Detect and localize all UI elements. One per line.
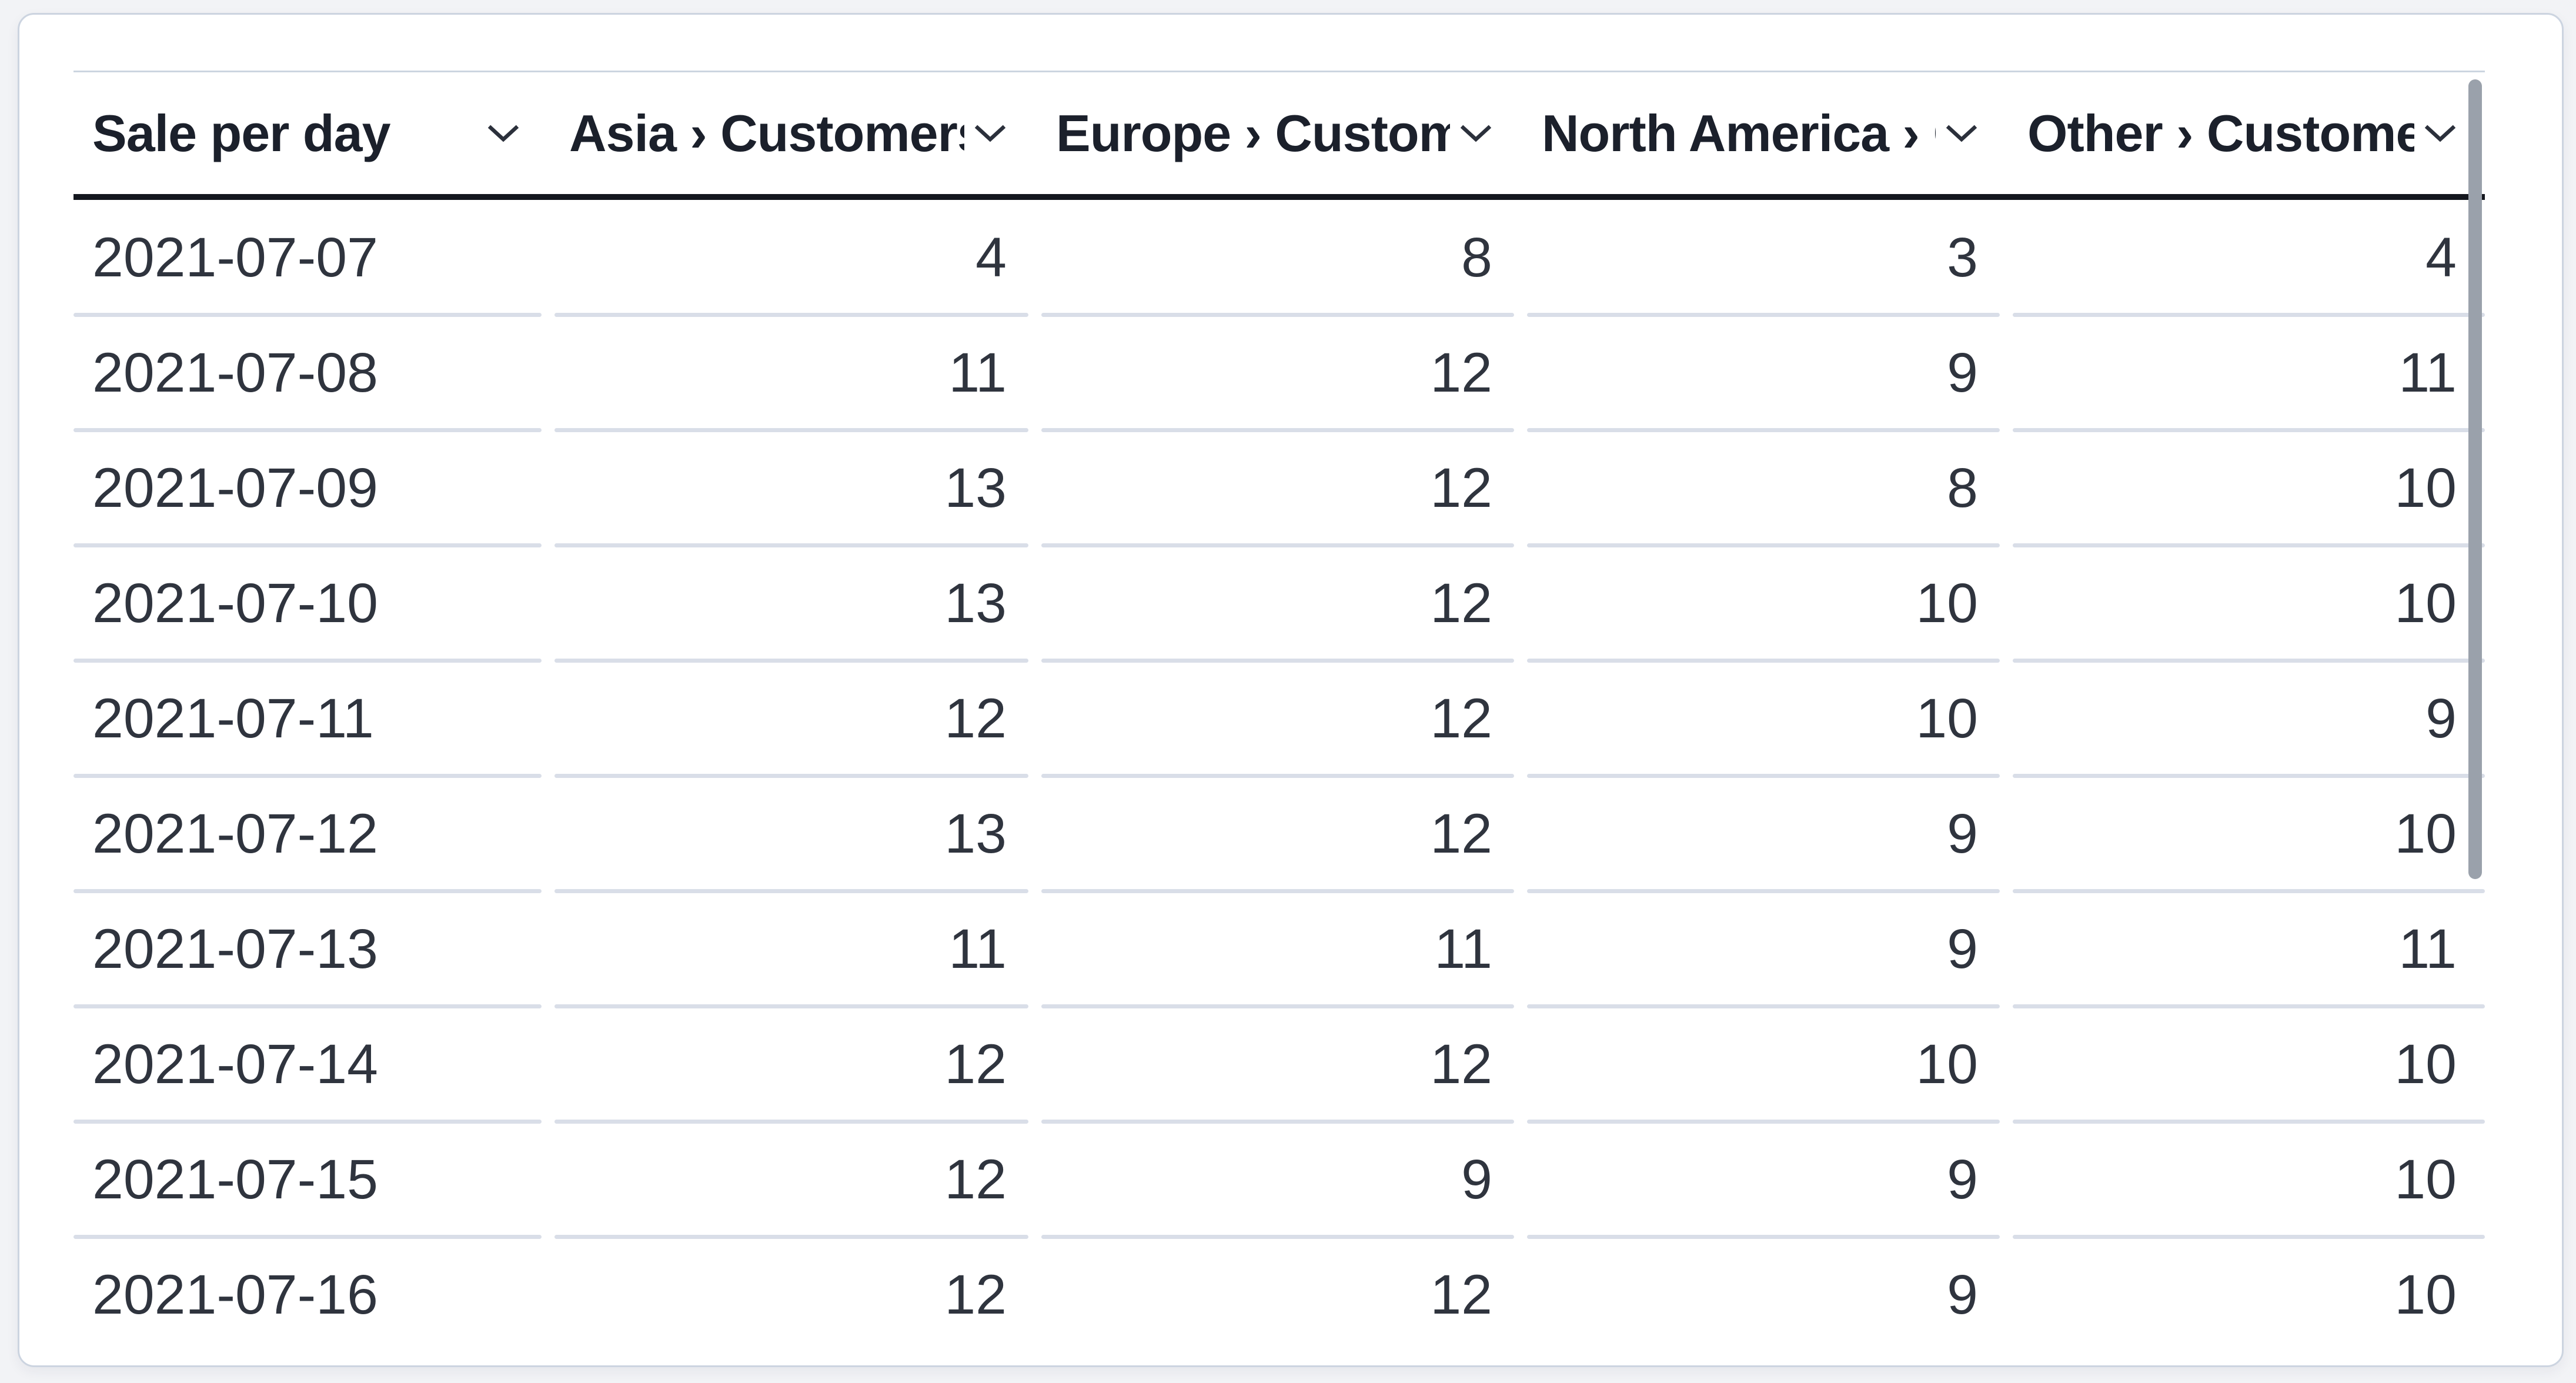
table-body: 2021-07-07 4 8 3 4 2021-07-08 11 12 9 11… — [73, 200, 2485, 1352]
chevron-down-icon[interactable] — [2424, 123, 2457, 143]
column-header-label: Asia › Customers — [569, 103, 964, 162]
chevron-down-icon[interactable] — [1945, 123, 1978, 143]
value-cell-asia: 11 — [548, 315, 1035, 432]
date-cell: 2021-07-15 — [73, 1122, 548, 1239]
value-cell-asia: 12 — [548, 1122, 1035, 1239]
table-header-row: Sale per day Asia › Customers Europe › C… — [73, 72, 2485, 200]
chevron-down-icon[interactable] — [1459, 123, 1492, 143]
value-cell-north-america: 10 — [1521, 1007, 2006, 1124]
table-row: 2021-07-13 11 11 9 11 — [73, 891, 2485, 1008]
date-cell: 2021-07-16 — [92, 1263, 378, 1326]
table-row: 2021-07-10 13 12 10 10 — [73, 546, 2485, 663]
value-cell-asia: 13 — [548, 430, 1035, 547]
date-cell: 2021-07-14 — [73, 1007, 548, 1124]
value-cell-other: 10 — [2006, 546, 2485, 663]
table-row: 2021-07-07 4 8 3 4 — [73, 200, 2485, 317]
value-cell-north-america: 9 — [1521, 1122, 2006, 1239]
value-cell-asia: 13 — [548, 546, 1035, 663]
value-cell-north-america: 9 — [1947, 1263, 1978, 1326]
table-row: 2021-07-09 13 12 8 10 — [73, 430, 2485, 547]
column-header-asia-customers[interactable]: Asia › Customers — [548, 72, 1035, 194]
column-header-label: Other › Customers — [2027, 103, 2414, 162]
column-header-north-america-customers[interactable]: North America › Customers — [1521, 72, 2006, 194]
column-header-europe-customers[interactable]: Europe › Customers — [1035, 72, 1521, 194]
column-header-label: Sale per day — [92, 103, 391, 162]
column-header-sale-per-day[interactable]: Sale per day — [73, 72, 548, 194]
value-cell-other: 10 — [2006, 1122, 2485, 1239]
value-cell-europe: 9 — [1035, 1122, 1521, 1239]
vertical-scrollbar-thumb[interactable] — [2468, 79, 2482, 879]
value-cell-north-america: 10 — [1521, 661, 2006, 778]
value-cell-other: 11 — [2006, 891, 2485, 1008]
table-card: Sale per day Asia › Customers Europe › C… — [18, 13, 2564, 1367]
value-cell-north-america: 8 — [1521, 430, 2006, 547]
column-header-label: Europe › Customers — [1056, 103, 1450, 162]
table-row: 2021-07-12 13 12 9 10 — [73, 776, 2485, 893]
table-row: 2021-07-08 11 12 9 11 — [73, 315, 2485, 432]
value-cell-other: 9 — [2006, 661, 2485, 778]
table-row: 2021-07-16 12 12 9 10 — [73, 1237, 2485, 1352]
date-cell: 2021-07-11 — [73, 661, 548, 778]
value-cell-north-america: 3 — [1521, 200, 2006, 317]
date-cell: 2021-07-12 — [73, 776, 548, 893]
date-cell: 2021-07-07 — [73, 200, 548, 317]
value-cell-europe: 12 — [1035, 1007, 1521, 1124]
value-cell-europe: 12 — [1035, 546, 1521, 663]
value-cell-north-america: 10 — [1521, 546, 2006, 663]
chevron-down-icon[interactable] — [487, 123, 520, 143]
date-cell: 2021-07-10 — [73, 546, 548, 663]
value-cell-north-america: 9 — [1521, 315, 2006, 432]
value-cell-north-america: 9 — [1521, 891, 2006, 1008]
value-cell-asia: 4 — [548, 200, 1035, 317]
value-cell-europe: 8 — [1035, 200, 1521, 317]
date-cell: 2021-07-13 — [73, 891, 548, 1008]
column-header-label: North America › Customers — [1542, 103, 1936, 162]
value-cell-other: 11 — [2006, 315, 2485, 432]
value-cell-other: 4 — [2006, 200, 2485, 317]
value-cell-europe: 12 — [1035, 661, 1521, 778]
column-header-other-customers[interactable]: Other › Customers — [2006, 72, 2485, 194]
value-cell-europe: 12 — [1035, 315, 1521, 432]
table-row: 2021-07-14 12 12 10 10 — [73, 1007, 2485, 1124]
date-cell: 2021-07-08 — [73, 315, 548, 432]
date-cell: 2021-07-09 — [73, 430, 548, 547]
value-cell-asia: 12 — [548, 661, 1035, 778]
value-cell-asia: 12 — [944, 1263, 1007, 1326]
table-row: 2021-07-15 12 9 9 10 — [73, 1122, 2485, 1239]
value-cell-other: 10 — [2006, 1007, 2485, 1124]
value-cell-europe: 12 — [1430, 1263, 1492, 1326]
value-cell-europe: 11 — [1035, 891, 1521, 1008]
sales-table: Sale per day Asia › Customers Europe › C… — [73, 71, 2485, 1352]
chevron-down-icon[interactable] — [974, 123, 1007, 143]
value-cell-north-america: 9 — [1521, 776, 2006, 893]
value-cell-other: 10 — [2394, 1263, 2457, 1326]
value-cell-other: 10 — [2006, 776, 2485, 893]
value-cell-asia: 12 — [548, 1007, 1035, 1124]
value-cell-asia: 13 — [548, 776, 1035, 893]
table-row: 2021-07-11 12 12 10 9 — [73, 661, 2485, 778]
value-cell-europe: 12 — [1035, 776, 1521, 893]
value-cell-asia: 11 — [548, 891, 1035, 1008]
value-cell-europe: 12 — [1035, 430, 1521, 547]
value-cell-other: 10 — [2006, 430, 2485, 547]
